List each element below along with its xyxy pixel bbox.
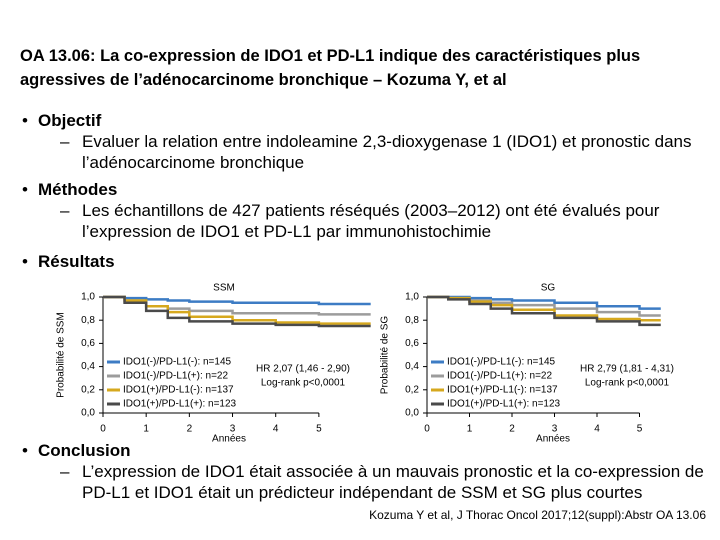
y-tick-label: 0,0 [81,408,95,419]
legend-label: IDO1(-)/PD-L1(-): n=145 [123,357,232,368]
x-tick-label: 2 [509,424,515,435]
y-tick-label: 1,0 [405,292,419,303]
survival-curve [103,295,371,306]
section-item: L’expression de IDO1 était associée à un… [60,461,720,503]
section-item: Evaluer la relation entre indoleamine 2,… [60,131,720,173]
legend-label: IDO1(-)/PD-L1(+): n=22 [447,371,552,382]
section-item: Les échantillons de 427 patients réséqué… [60,200,720,242]
section: • Résultats [22,252,115,271]
x-tick-label: 3 [230,424,236,435]
x-tick-label: 0 [424,424,430,435]
legend-label: IDO1(+)/PD-L1(+): n=123 [447,399,561,410]
y-tick-label: 0,6 [405,338,419,349]
y-tick-label: 0,8 [405,315,419,326]
y-tick-label: 0,8 [81,315,95,326]
x-axis-label: Années [212,434,246,445]
y-tick-label: 0,4 [405,361,419,372]
x-tick-label: 3 [552,424,558,435]
section-heading: Méthodes [38,180,118,199]
x-tick-label: 1 [143,424,149,435]
y-tick-label: 1,0 [81,292,95,303]
annotation: HR 2,07 (1,46 - 2,90) [256,364,350,375]
y-tick-label: 0,2 [405,384,419,395]
x-axis-label: Années [536,434,570,445]
x-tick-label: 5 [316,424,322,435]
x-tick-label: 5 [637,424,643,435]
legend-label: IDO1(-)/PD-L1(+): n=22 [123,371,228,382]
chart-title: SSM [213,283,235,294]
section: •Objectif Evaluer la relation entre indo… [22,110,698,173]
y-tick-label: 0,2 [81,384,95,395]
y-tick-label: 0,6 [81,338,95,349]
section-heading: Objectif [38,111,102,130]
y-axis-label: Probabilité de SSM [56,312,67,398]
section-heading: Conclusion [38,441,131,460]
legend-label: IDO1(-)/PD-L1(-): n=145 [447,357,556,368]
section: •Conclusion L’expression de IDO1 était a… [22,440,704,503]
survival-curve [103,295,371,325]
annotation: Log-rank p<0,0001 [585,378,670,389]
legend-label: IDO1(+)/PD-L1(+): n=123 [123,399,237,410]
x-tick-label: 2 [187,424,193,435]
annotation: Log-rank p<0,0001 [261,378,346,389]
chart-title: SG [541,283,556,294]
y-tick-label: 0,4 [81,361,95,372]
y-tick-label: 0,0 [405,408,419,419]
section: •Méthodes Les échantillons de 427 patien… [22,179,698,242]
survival-curve [103,295,371,328]
y-axis-label: Probabilité de SG [380,316,391,395]
slide-title: OA 13.06: La co-expression de IDO1 et PD… [20,47,641,89]
annotation: HR 2,79 (1,81 - 4,31) [580,364,674,375]
survival-curve [427,295,661,327]
section-heading: Résultats [38,252,115,271]
citation: Kozuma Y et al, J Thorac Oncol 2017;12(s… [369,508,706,522]
legend-label: IDO1(+)/PD-L1(-): n=137 [123,385,234,396]
legend-label: IDO1(+)/PD-L1(-): n=137 [447,385,558,396]
x-tick-label: 1 [467,424,473,435]
x-tick-label: 4 [594,424,600,435]
x-tick-label: 0 [100,424,106,435]
x-tick-label: 4 [273,424,279,435]
